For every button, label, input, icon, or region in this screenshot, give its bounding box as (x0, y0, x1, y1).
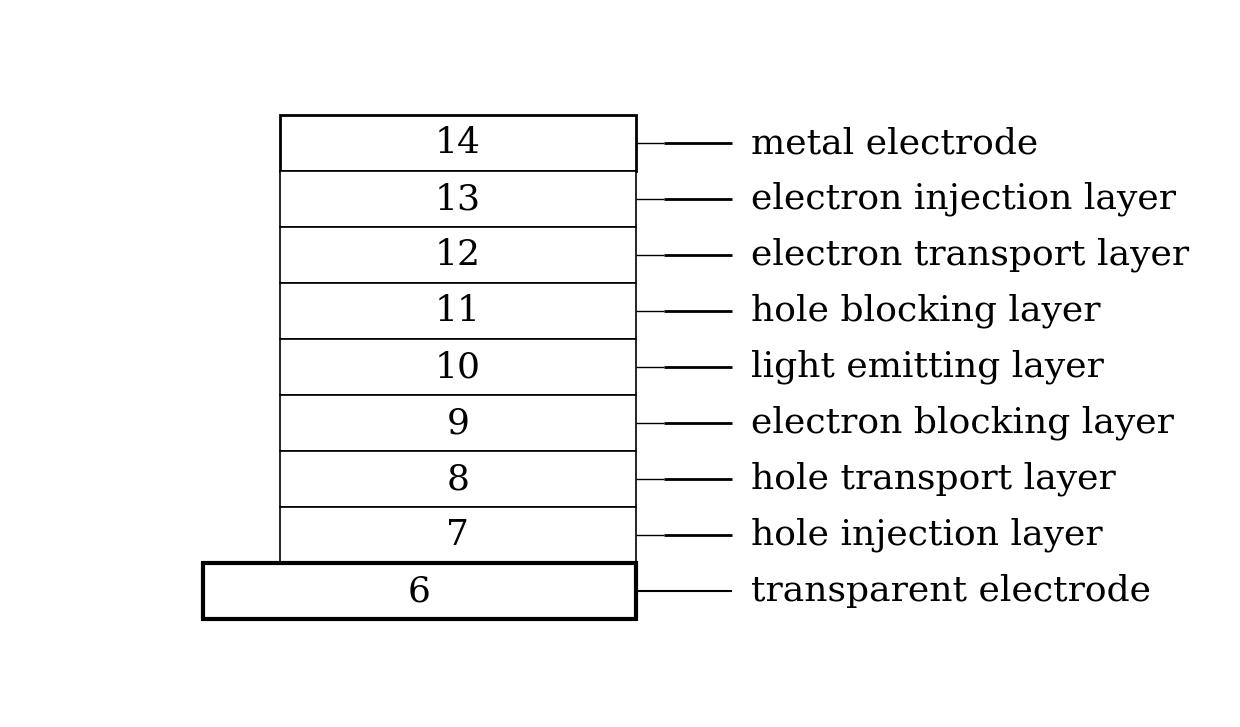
Text: 9: 9 (446, 406, 469, 440)
Text: transparent electrode: transparent electrode (751, 574, 1151, 608)
Bar (280, 116, 635, 172)
Text: 11: 11 (435, 294, 481, 328)
Text: 10: 10 (435, 350, 481, 384)
Bar (280, 451, 635, 507)
Bar (280, 228, 635, 284)
Bar (203, 563, 635, 619)
Bar (280, 172, 635, 228)
Bar (280, 395, 635, 451)
Text: 8: 8 (446, 462, 469, 496)
Text: electron blocking layer: electron blocking layer (751, 406, 1174, 441)
Text: hole injection layer: hole injection layer (751, 518, 1102, 553)
Text: hole transport layer: hole transport layer (751, 462, 1116, 497)
Text: hole blocking layer: hole blocking layer (751, 294, 1100, 329)
Text: electron transport layer: electron transport layer (751, 238, 1189, 273)
Text: 13: 13 (435, 182, 481, 216)
Text: 6: 6 (408, 574, 430, 608)
Bar (280, 507, 635, 563)
Text: 14: 14 (435, 126, 481, 160)
Text: 7: 7 (446, 518, 469, 552)
Bar (280, 339, 635, 395)
Text: metal electrode: metal electrode (751, 126, 1038, 160)
Text: light emitting layer: light emitting layer (751, 350, 1104, 385)
Text: electron injection layer: electron injection layer (751, 182, 1176, 217)
Bar (280, 284, 635, 339)
Text: 12: 12 (435, 238, 481, 272)
